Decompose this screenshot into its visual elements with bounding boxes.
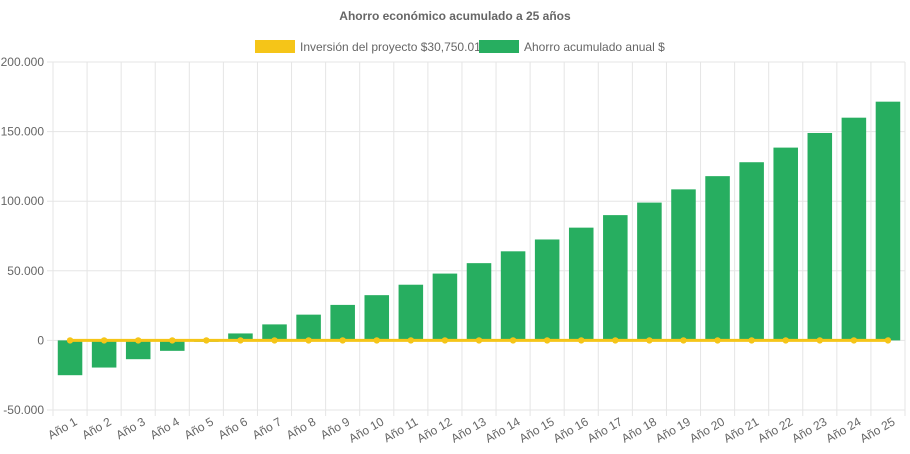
investment-point[interactable]	[680, 337, 687, 344]
x-tick-label: Año 16	[551, 414, 591, 445]
bar[interactable]	[875, 101, 901, 341]
investment-point[interactable]	[748, 337, 755, 344]
bar[interactable]	[364, 295, 390, 341]
bar[interactable]	[739, 162, 764, 341]
x-tick-label: Año 6	[216, 414, 250, 442]
investment-point[interactable]	[816, 337, 823, 344]
x-tick-label: Año 17	[585, 414, 625, 445]
investment-point[interactable]	[373, 337, 380, 344]
x-tick-label: Año 11	[381, 414, 420, 445]
bar[interactable]	[57, 340, 83, 376]
investment-point[interactable]	[782, 337, 789, 344]
legend-item-savings[interactable]: Ahorro acumulado anual $	[479, 40, 665, 54]
bar[interactable]	[228, 333, 253, 341]
investment-point[interactable]	[135, 337, 142, 344]
investment-point[interactable]	[612, 337, 619, 344]
investment-point[interactable]	[543, 337, 551, 344]
x-tick-label: Año 18	[619, 414, 659, 445]
investment-point[interactable]	[407, 337, 415, 344]
bar[interactable]	[296, 314, 321, 341]
bar[interactable]	[125, 340, 151, 360]
investment-point[interactable]	[66, 337, 74, 344]
x-tick-label: Año 25	[858, 414, 898, 445]
x-tick-label: Año 10	[346, 414, 386, 445]
bar[interactable]	[500, 251, 526, 341]
x-tick-label: Año 24	[823, 414, 863, 445]
bar[interactable]	[466, 263, 492, 341]
bar[interactable]	[705, 176, 730, 341]
bar[interactable]	[773, 147, 798, 341]
bar[interactable]	[262, 324, 287, 341]
investment-point[interactable]	[203, 337, 210, 344]
investment-point[interactable]	[646, 337, 653, 344]
x-tick-label: Año 15	[517, 414, 557, 445]
legend-label-savings: Ahorro acumulado anual $	[524, 40, 665, 54]
bar[interactable]	[568, 227, 594, 341]
investment-point[interactable]	[339, 337, 346, 344]
x-tick-label: Año 13	[449, 414, 489, 445]
investment-point[interactable]	[714, 337, 721, 344]
legend-swatch-investment	[255, 40, 295, 53]
x-tick-label: Año 1	[45, 414, 79, 442]
legend-swatch-savings	[479, 40, 519, 53]
x-tick-label: Año 8	[284, 414, 318, 442]
bar[interactable]	[432, 273, 458, 341]
bar[interactable]	[841, 117, 867, 341]
y-tick-label: 100.000	[1, 194, 45, 208]
bar[interactable]	[637, 202, 662, 341]
legend: Inversión del proyecto $30,750.01 Ahorro…	[255, 40, 665, 54]
x-tick-label: Año 12	[414, 414, 454, 445]
x-tick-label: Año 20	[687, 414, 727, 445]
investment-point[interactable]	[100, 337, 108, 344]
bar[interactable]	[330, 304, 355, 341]
investment-line	[66, 337, 892, 344]
legend-item-investment[interactable]: Inversión del proyecto $30,750.01	[255, 40, 481, 54]
investment-point[interactable]	[237, 337, 244, 344]
bar[interactable]	[534, 239, 560, 341]
investment-point[interactable]	[850, 337, 858, 344]
x-tick-label: Año 14	[483, 414, 523, 445]
x-tick-label: Año 21	[721, 414, 761, 445]
x-tick-label: Año 19	[653, 414, 693, 445]
chart-title: Ahorro económico acumulado a 25 años	[339, 9, 571, 23]
bars	[57, 101, 901, 376]
investment-point[interactable]	[475, 337, 483, 344]
x-tick-label: Año 22	[755, 414, 795, 445]
x-tick-label: Año 3	[114, 414, 148, 442]
bar[interactable]	[603, 215, 628, 341]
x-tick-label: Año 7	[250, 414, 284, 442]
investment-point[interactable]	[169, 337, 176, 344]
y-tick-label: 0	[37, 333, 44, 347]
investment-point[interactable]	[509, 337, 517, 344]
bar[interactable]	[807, 132, 833, 341]
y-axis-tick-labels: -50.000 0 50.000 100.000 150.000 200.000	[1, 55, 45, 417]
investment-point[interactable]	[271, 337, 278, 344]
y-tick-label: 150.000	[1, 125, 45, 139]
bar[interactable]	[160, 340, 185, 351]
x-tick-label: Año 9	[318, 414, 352, 442]
bar[interactable]	[671, 189, 696, 341]
x-gridlines	[52, 62, 906, 416]
bar[interactable]	[91, 340, 117, 368]
x-tick-label: Año 23	[789, 414, 829, 445]
investment-point[interactable]	[305, 337, 312, 344]
x-tick-label: Año 2	[79, 414, 113, 442]
legend-label-investment: Inversión del proyecto $30,750.01	[300, 40, 481, 54]
investment-point[interactable]	[884, 337, 892, 344]
x-axis-tick-labels: Año 1 Año 2 Año 3 Año 4 Año 5 Año 6 Año 7 Año 8…	[45, 414, 897, 445]
investment-point[interactable]	[578, 337, 585, 344]
y-tick-label: 200.000	[1, 55, 45, 69]
x-tick-label: Año 4	[148, 414, 182, 442]
investment-point[interactable]	[441, 337, 449, 344]
x-tick-label: Año 5	[182, 414, 216, 442]
bar[interactable]	[398, 284, 424, 341]
y-tick-label: -50.000	[3, 403, 44, 417]
y-tick-label: 50.000	[7, 264, 44, 278]
